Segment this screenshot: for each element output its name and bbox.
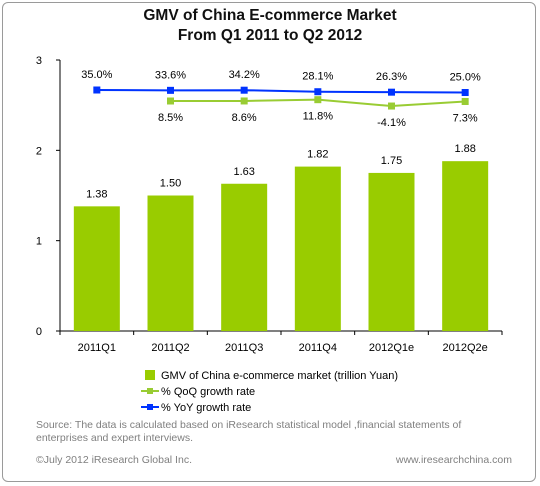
x-tick-label: 2011Q3: [225, 342, 263, 354]
website-text: www.iresearchchina.com: [395, 454, 512, 466]
y-tick-label: 3: [36, 55, 42, 67]
bar-value-label: 1.63: [233, 166, 254, 178]
yoy-point: [93, 86, 101, 94]
bar: [368, 172, 415, 331]
y-tick-label: 2: [36, 145, 42, 157]
chart-title: GMV of China E-commerce Market From Q1 2…: [0, 6, 540, 46]
yoy-line: [96, 89, 466, 94]
yoy-point: [240, 86, 248, 94]
y-tick-label: 1: [36, 236, 42, 248]
bar-value-label: 1.75: [381, 155, 402, 167]
yoy-point: [461, 89, 469, 96]
qoq-value-label: 11.8%: [303, 111, 334, 123]
x-tick-label: 2011Q4: [299, 342, 337, 354]
bar-value-label: 1.82: [307, 149, 328, 161]
bar-value-label: 1.88: [454, 143, 475, 155]
chart-title-line2: From Q1 2011 to Q2 2012: [177, 27, 363, 44]
qoq-point: [314, 96, 322, 104]
qoq-value-label: 8.6%: [232, 112, 257, 124]
y-tick-label: 0: [36, 326, 42, 338]
x-tick-label: 2012Q2e: [443, 342, 488, 354]
yoy-point: [167, 86, 174, 94]
yoy-value-label: 35.0%: [81, 69, 112, 81]
x-tick-label: 2012Q1e: [369, 342, 414, 354]
qoq-value-label: 7.3%: [453, 112, 478, 124]
bar: [294, 166, 341, 331]
bar: [221, 183, 268, 331]
yoy-value-label: 33.6%: [155, 69, 186, 81]
yoy-value-label: 34.2%: [229, 69, 260, 81]
legend-marker-qoq: [147, 388, 153, 394]
copyright-text: ©July 2012 iResearch Global Inc.: [36, 454, 192, 466]
yoy-value-label: 26.3%: [376, 71, 407, 83]
legend-swatch-bar: [145, 370, 155, 380]
x-tick-label: 2011Q1: [78, 342, 116, 354]
yoy-value-label: 25.0%: [450, 72, 481, 84]
source-note: Source: The data is calculated based on …: [36, 419, 462, 444]
legend-marker-yoy: [147, 404, 153, 410]
qoq-point: [388, 102, 395, 110]
x-tick-label: 2011Q2: [151, 342, 189, 354]
bar: [73, 206, 120, 331]
qoq-point: [240, 97, 248, 105]
yoy-value-label: 28.1%: [302, 71, 333, 83]
qoq-point: [167, 97, 174, 105]
legend-label-qoq: % QoQ growth rate: [161, 386, 255, 398]
yoy-point: [388, 88, 395, 96]
qoq-value-label: -4.1%: [377, 117, 406, 129]
qoq-point: [461, 97, 469, 105]
legend-label-bar: GMV of China e-commerce market (trillion…: [161, 370, 398, 382]
bar-value-label: 1.38: [86, 188, 107, 200]
bar-value-label: 1.50: [160, 178, 181, 190]
bar: [442, 161, 489, 331]
bar: [147, 195, 194, 331]
chart-title-line1: GMV of China E-commerce Market: [143, 7, 397, 24]
legend-label-yoy: % YoY growth rate: [161, 402, 251, 414]
yoy-point: [314, 88, 322, 96]
qoq-value-label: 8.5%: [158, 112, 183, 124]
